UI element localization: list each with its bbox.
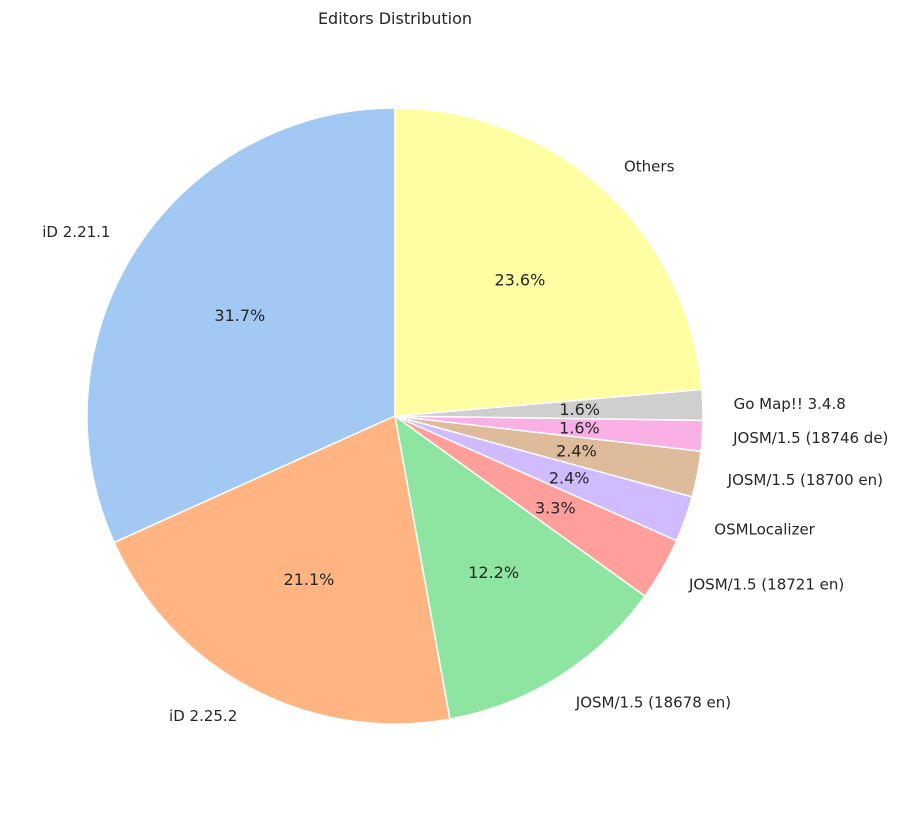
pie-slice-josm-1-5-18678-en [394, 415, 646, 720]
pie-slice-label: JOSM/1.5 (18746 de) [732, 429, 888, 447]
pie-slice-percent: 3.3% [535, 498, 576, 517]
pie-slice-label: JOSM/1.5 (18678 en) [575, 694, 731, 712]
pie-slice-percent: 2.4% [549, 468, 590, 487]
pie-slice-percent: 12.2% [468, 563, 519, 582]
pie-slice-label: JOSM/1.5 (18700 en) [727, 471, 883, 489]
pie-slice-percent: 1.6% [559, 400, 600, 419]
pie-slice-label: iD 2.21.1 [42, 223, 110, 241]
pie-slice-label: JOSM/1.5 (18721 en) [688, 575, 844, 593]
pie-slice-label: iD 2.25.2 [169, 707, 237, 725]
pie-slice-label: Go Map!! 3.4.8 [734, 395, 846, 413]
pie-slice-percent: 31.7% [214, 306, 265, 325]
pie-slice-label: Others [624, 157, 675, 175]
pie-slices [86, 107, 704, 725]
pie-slice-others [394, 107, 703, 417]
pie-slice-id-2-25-2 [113, 415, 451, 725]
pie-labels: 31.7% iD 2.21.1 21.1% iD 2.25.2 12.2% JOSM/1.… [42, 157, 888, 725]
pie-slice-percent: 1.6% [559, 418, 600, 437]
pie-slice-percent: 23.6% [494, 270, 545, 289]
pie-slice-label: OSMLocalizer [714, 520, 815, 538]
pie-slice-percent: 21.1% [284, 570, 335, 589]
pie-slice-id-2-21-1 [86, 107, 396, 544]
chart-title: Editors Distribution [318, 9, 472, 28]
pie-slice-percent: 2.4% [556, 441, 597, 460]
